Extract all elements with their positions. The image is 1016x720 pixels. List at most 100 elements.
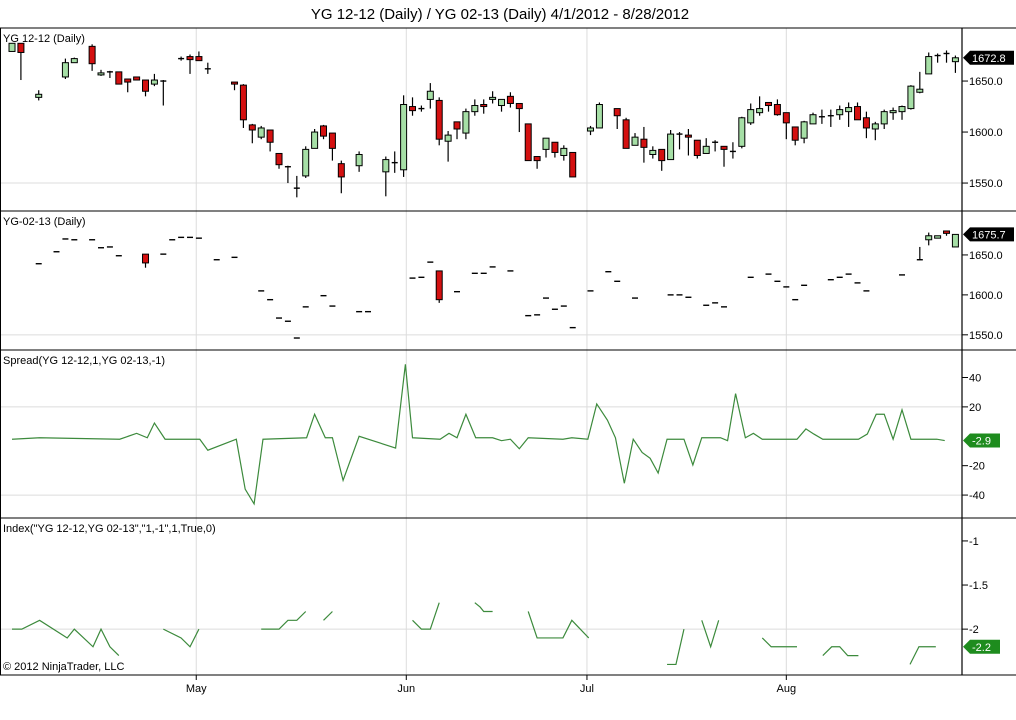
y-axis-label: 1600.0 [969,290,1003,302]
candle-body [640,138,648,148]
y-axis-label: 1550.0 [969,330,1003,342]
candle [435,97,443,146]
candle-body [35,93,43,98]
y-axis-label: -1.5 [969,580,988,592]
candle [150,73,158,87]
candle [916,71,924,94]
marker-shape [963,433,1000,448]
indicator-line-segment [527,611,590,639]
last-value-label: -2.2 [972,642,991,654]
candle-body [435,99,443,140]
candle-body [551,141,559,153]
candle-body [622,119,630,149]
candle-body [195,56,203,62]
candle-body [667,133,675,161]
panel-1[interactable]: YG 12-12 (Daily) 1650.0 1600.0 1550.0 1672.8 [0,33,1014,198]
candle [551,141,559,158]
candle-body [791,126,799,141]
panel-3[interactable]: Spread(YG 12-12,1,YG 02-13,-1) 40 20 -20 -40… [0,355,1000,506]
candle-body [907,85,915,110]
candle-body [506,95,514,104]
copyright-label: © 2012 NinjaTrader, LLC [3,661,124,673]
candle [195,51,203,62]
y-axis-label: 20 [969,402,981,414]
candle-body [498,98,506,107]
candle-body [302,148,310,177]
candle [765,101,773,112]
y-axis-label: 1650.0 [969,76,1003,88]
candle-body [809,114,817,125]
candle-body [8,42,16,52]
candle-body [854,106,862,121]
candle [506,92,514,108]
candle-body [337,163,345,178]
candle-body [150,79,158,85]
last-value-marker: -2.2 [963,639,1000,654]
y-axis-label: 40 [969,372,981,384]
candle [337,160,345,194]
candle-body [444,134,452,142]
candle-body [569,151,577,178]
candle-body [533,156,541,162]
candle-body [916,88,924,93]
indicator-line-segment [12,619,120,657]
candle [595,102,603,129]
candle [239,84,247,128]
candle-body [61,62,69,78]
candle-body [951,57,959,63]
candle [720,145,728,167]
chart-title: YG 12-12 (Daily) / YG 02-13 (Daily) 4/1/… [311,6,689,23]
candle [649,146,657,159]
candle [382,156,390,197]
candle-body [658,148,666,162]
candle [667,130,675,161]
indicator-line-segment [412,602,440,630]
candle [943,50,950,63]
candle [542,137,550,158]
candle-body [462,111,470,134]
candle [640,126,648,163]
candle [115,71,123,85]
panel-4[interactable]: Index("YG 12-12,YG 02-13","1,-1",1,True,… [0,523,1000,666]
candle-body [560,147,568,157]
y-axis-label: 1550.0 [969,178,1003,190]
candle-body [435,270,443,301]
candle-body [720,145,728,150]
candle [133,76,141,81]
candle [515,102,523,133]
candle [328,132,336,161]
candle-body [453,121,461,130]
candle [818,109,825,124]
panel-title: Spread(YG 12-12,1,YG 02-13,-1) [3,355,165,367]
panel-title: Index("YG 12-12,YG 02-13","1,-1",1,True,… [3,523,216,535]
candle [782,112,790,140]
candle [773,99,781,116]
candle [845,102,853,127]
candle-body [943,230,951,234]
candle-body [480,104,488,108]
candle-body [275,152,283,166]
candle [898,105,906,120]
panel-2[interactable]: YG-02-13 (Daily) 1650.0 1600.0 1550.0 1675.7 [0,216,1014,342]
candle-body [239,84,247,121]
candle [836,105,844,120]
candle-body [800,121,808,139]
candle [275,152,283,169]
panel-title: YG 12-12 (Daily) [3,33,85,45]
indicator-line-segment [701,620,720,649]
candle [951,55,959,73]
candle [400,95,408,177]
candle-body [142,79,150,92]
candle [489,91,497,104]
candle [560,145,568,161]
candle-body [756,108,764,114]
candle [533,156,541,169]
x-axis-label: May [186,683,207,695]
candle [355,151,363,172]
indicator-line-segment [667,629,685,666]
candle-body [471,105,479,113]
candle [17,42,25,81]
candle-body [765,101,773,107]
candle [320,124,328,140]
